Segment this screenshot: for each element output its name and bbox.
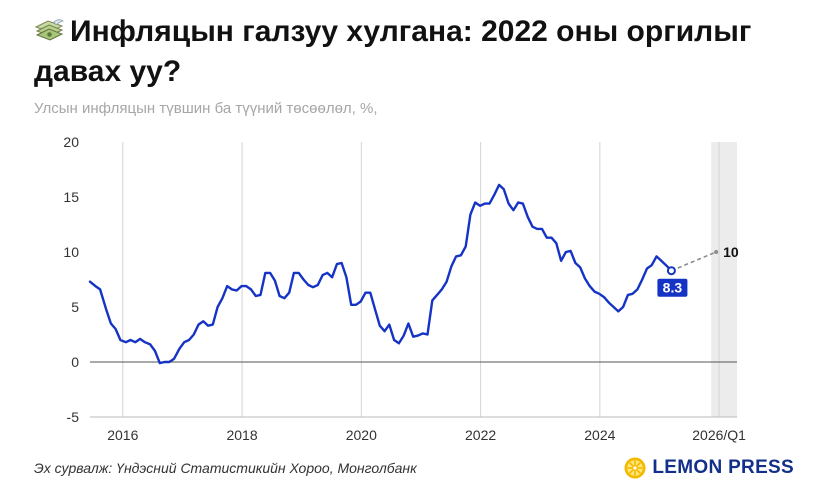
lemon-slice-icon <box>624 457 646 479</box>
y-tick-label: 15 <box>63 189 79 205</box>
y-tick-label: 20 <box>63 134 79 150</box>
inflation-line-chart: 2016 2018 2020 2022 2024 2026/Q1 -5 0 5 10 15 20 8.… <box>63 134 746 443</box>
last-value-marker <box>666 266 676 276</box>
y-tick-label: 10 <box>63 244 79 260</box>
x-tick-label: 2024 <box>584 427 615 443</box>
inflation-line <box>88 183 673 365</box>
x-tick-label: 2026/Q1 <box>692 427 746 443</box>
x-tick-label: 2016 <box>107 427 138 443</box>
last-value-badge <box>657 278 688 297</box>
forecast-end-marker <box>714 250 719 254</box>
y-tick-label: -5 <box>67 409 80 425</box>
brand-logo[interactable]: LEMON PRESS <box>624 457 794 479</box>
chart-header: Инфляцын галзуу хулгана: 2022 оны оргилы… <box>34 12 814 92</box>
forecast-value-label: 10 <box>723 244 739 260</box>
source-note: Эх сурвалж: Үндэсний Статистикийн Хороо,… <box>34 460 417 476</box>
chart-title: Инфляцын галзуу хулгана: 2022 оны оргилы… <box>34 15 752 88</box>
y-tick-label: 5 <box>71 299 79 315</box>
x-tick-label: 2018 <box>226 427 257 443</box>
y-tick-label: 0 <box>71 354 79 370</box>
chart-subtitle: Улсын инфляцын түвшин ба түүний төсөөлөл… <box>34 100 378 117</box>
x-tick-label: 2022 <box>465 427 496 443</box>
last-value-label: 8.3 <box>663 280 683 296</box>
money-with-wings-icon <box>34 19 64 41</box>
forecast-line <box>671 251 717 272</box>
forecast-shade <box>711 142 737 417</box>
x-tick-label: 2020 <box>346 427 377 443</box>
brand-name: LEMON PRESS <box>652 457 794 478</box>
